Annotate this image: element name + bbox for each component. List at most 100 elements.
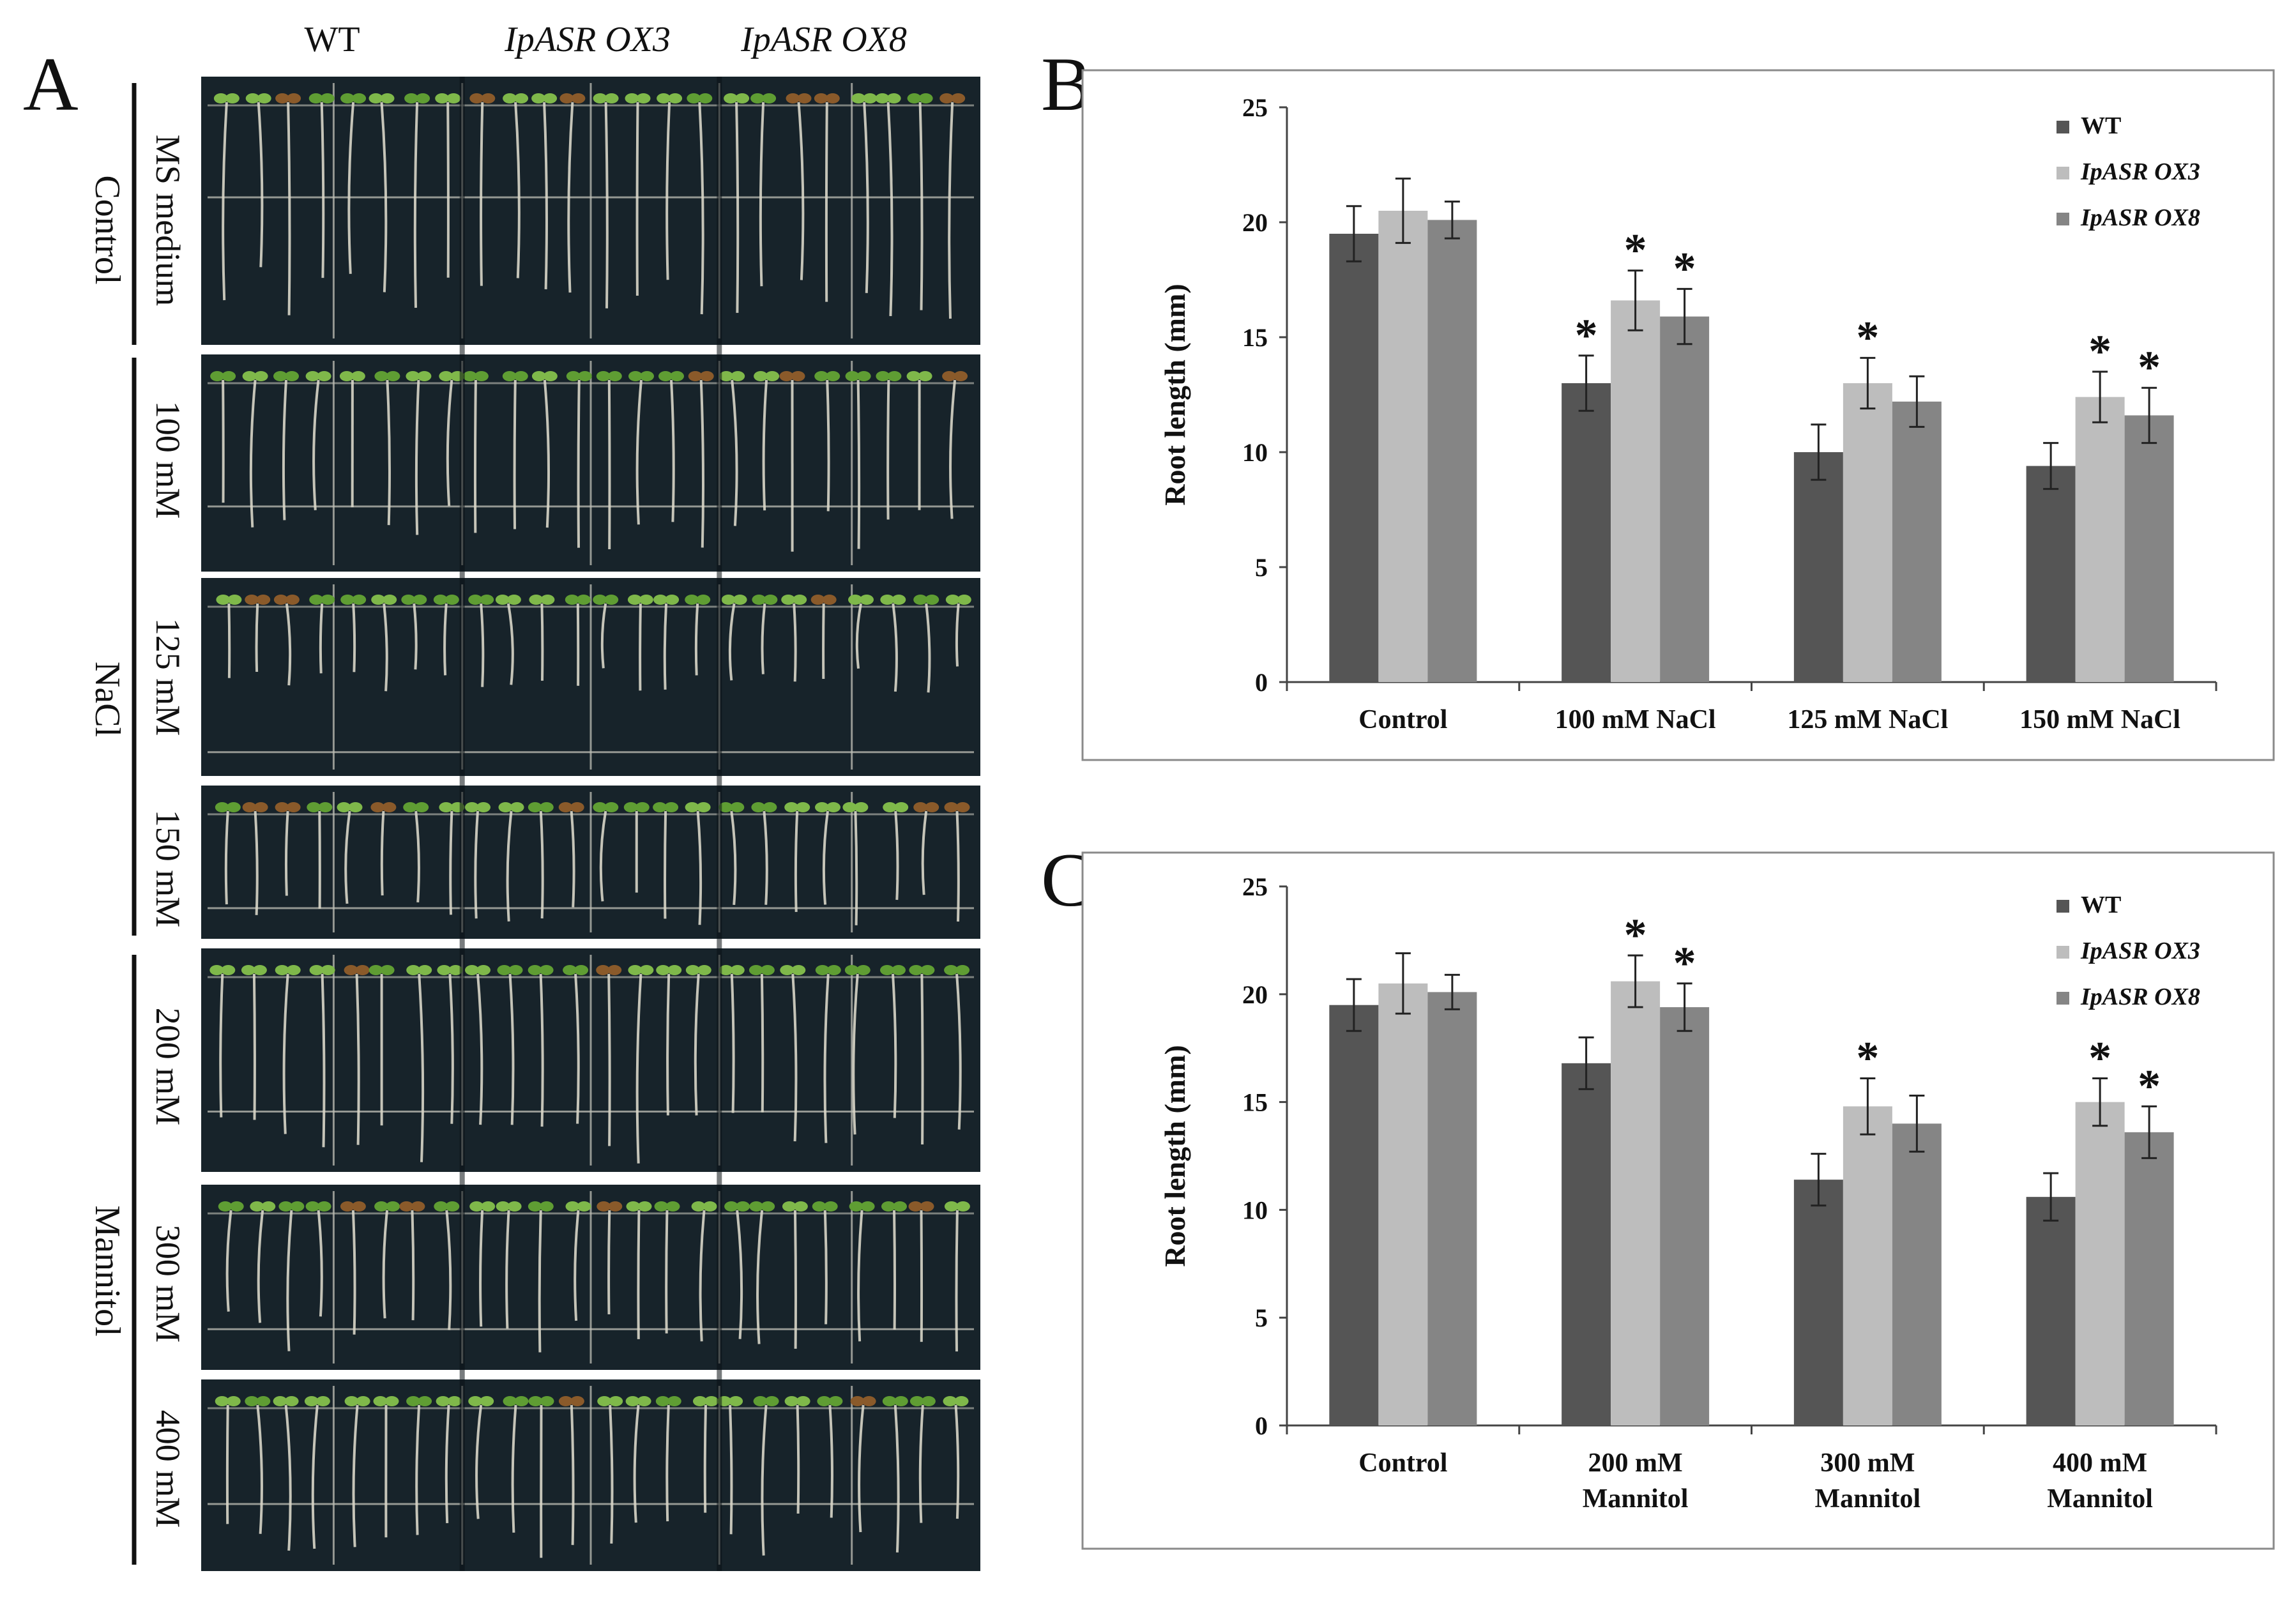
seedling-leaf bbox=[309, 965, 324, 975]
seedling-root bbox=[729, 1404, 733, 1535]
legend-swatch bbox=[2057, 946, 2069, 959]
seedling-leaf bbox=[245, 93, 260, 103]
seedling-root bbox=[756, 1210, 764, 1344]
seedling-leaf bbox=[577, 1201, 591, 1212]
seedling-root bbox=[474, 810, 479, 919]
seedling-leaf bbox=[352, 595, 367, 605]
seedling-leaf bbox=[955, 1201, 970, 1212]
seedling-leaf bbox=[597, 1201, 611, 1212]
seedling-leaf bbox=[566, 371, 581, 381]
seedling-leaf bbox=[469, 93, 484, 103]
seedling-leaf bbox=[909, 965, 924, 975]
seedling-root bbox=[511, 1404, 517, 1533]
seedling-root bbox=[793, 603, 797, 682]
seedling-leaf bbox=[875, 93, 890, 103]
x-tick-label: 125 mM NaCl bbox=[1787, 705, 1948, 734]
x-tick-label: Mannitol bbox=[1583, 1484, 1689, 1514]
seedling-leaf bbox=[796, 802, 810, 812]
seedling-root bbox=[599, 810, 607, 902]
seedling-leaf bbox=[664, 802, 679, 812]
seedling-leaf bbox=[810, 595, 825, 605]
seedling-leaf bbox=[275, 93, 290, 103]
seedling-root bbox=[955, 1210, 959, 1352]
seedling-root bbox=[955, 603, 960, 667]
seedling-leaf bbox=[339, 371, 354, 381]
seedling-leaf bbox=[913, 802, 928, 812]
x-tick-label: Mannitol bbox=[1815, 1484, 1921, 1514]
seedling-leaf bbox=[216, 595, 231, 605]
seedling-leaf bbox=[626, 1201, 641, 1212]
seedling-root bbox=[921, 810, 928, 895]
seedling-leaf bbox=[574, 965, 589, 975]
seedling-leaf bbox=[691, 1201, 706, 1212]
seedling-root bbox=[380, 102, 388, 292]
group-label-mannitol: Mannitol bbox=[87, 1205, 127, 1336]
seedling-leaf bbox=[893, 1396, 908, 1406]
seedling-root bbox=[604, 102, 609, 308]
seedling-leaf bbox=[943, 1396, 957, 1406]
seedling-root bbox=[893, 1210, 896, 1330]
seedling-leaf bbox=[752, 595, 766, 605]
seedling-root bbox=[219, 973, 224, 1118]
seedling-leaf bbox=[880, 965, 894, 975]
seedling-leaf bbox=[730, 965, 745, 975]
seedling-root bbox=[892, 603, 898, 692]
seedling-root bbox=[918, 1404, 924, 1523]
seedling-root bbox=[635, 379, 642, 525]
seedling-leaf bbox=[529, 595, 544, 605]
seedling-leaf bbox=[321, 965, 335, 975]
seedling-leaf bbox=[784, 1396, 799, 1406]
seedling-leaf bbox=[815, 965, 830, 975]
seedling-leaf bbox=[316, 1396, 330, 1406]
seedling-leaf bbox=[446, 93, 461, 103]
seedling-root bbox=[856, 379, 861, 549]
seedling-root bbox=[380, 810, 385, 896]
row-label-125: 125 mM bbox=[149, 618, 187, 736]
seedling-leaf bbox=[736, 1201, 750, 1212]
seedling-leaf bbox=[285, 371, 299, 381]
seedling-root bbox=[351, 1210, 356, 1335]
seedling-leaf bbox=[507, 1201, 522, 1212]
seedling-leaf bbox=[921, 1396, 936, 1406]
seedling-root bbox=[735, 102, 740, 313]
legend-label: WT bbox=[2081, 892, 2121, 918]
seedling-leaf bbox=[225, 93, 239, 103]
seedling-leaf bbox=[849, 1201, 863, 1212]
seedling-root bbox=[282, 379, 287, 520]
seedling-root bbox=[222, 379, 225, 503]
seedling-leaf bbox=[842, 802, 857, 812]
seedling-leaf bbox=[954, 1396, 969, 1406]
legend-swatch bbox=[2057, 213, 2069, 225]
seedling-leaf bbox=[628, 371, 642, 381]
seedling-leaf bbox=[445, 1201, 460, 1212]
seedling-leaf bbox=[608, 1201, 623, 1212]
seedling-leaf bbox=[825, 93, 840, 103]
seedling-root bbox=[855, 603, 862, 669]
seedling-root bbox=[796, 1404, 800, 1514]
seedling-leaf bbox=[793, 595, 807, 605]
legend-label: IpASR OX8 bbox=[2080, 204, 2200, 231]
seedling-leaf bbox=[348, 802, 363, 812]
row-label-150: 150 mM bbox=[149, 810, 187, 928]
seedling-leaf bbox=[596, 371, 611, 381]
seedling-leaf bbox=[703, 1201, 717, 1212]
seedling-root bbox=[893, 1404, 900, 1553]
seedling-leaf bbox=[881, 1201, 895, 1212]
seedling-leaf bbox=[856, 371, 871, 381]
seedling-root bbox=[607, 379, 611, 550]
seedling-leaf bbox=[531, 93, 546, 103]
seedling-leaf bbox=[351, 1201, 366, 1212]
seedling-leaf bbox=[793, 1201, 808, 1212]
seedling-leaf bbox=[640, 371, 654, 381]
seedling-root bbox=[635, 973, 642, 1164]
seedling-root bbox=[479, 1210, 484, 1327]
seedling-leaf bbox=[817, 1396, 832, 1406]
seedling-leaf bbox=[481, 1201, 496, 1212]
seedling-leaf bbox=[729, 1396, 743, 1406]
seedling-leaf bbox=[781, 595, 796, 605]
seedling-leaf bbox=[639, 965, 654, 975]
seedling-leaf bbox=[848, 595, 862, 605]
seedling-root bbox=[414, 379, 420, 535]
seedling-root bbox=[825, 102, 828, 302]
seedling-leaf bbox=[826, 965, 841, 975]
